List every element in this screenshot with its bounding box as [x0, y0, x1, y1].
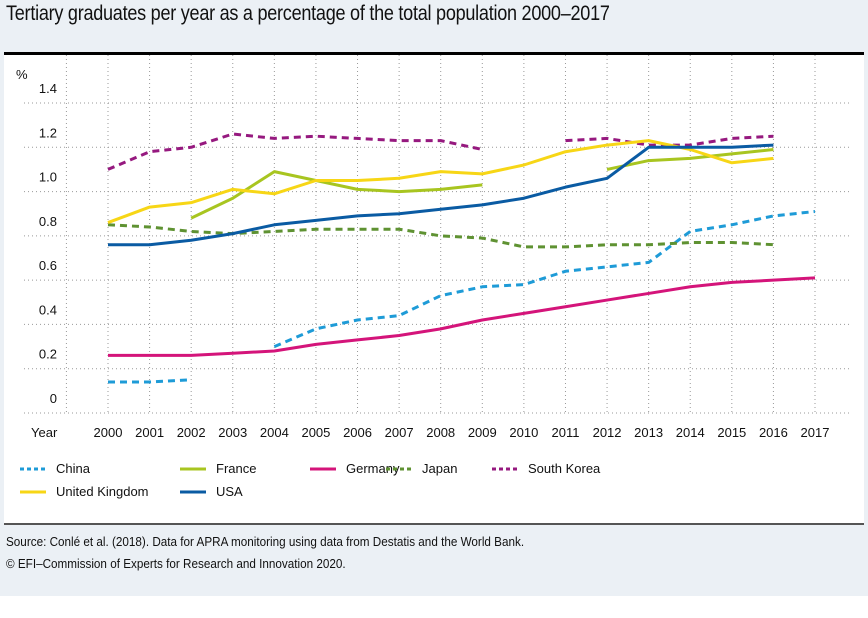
line-chart: 0 0.2 0.4 0.6 0.8 1.0 1.2 1.4% Year 2000 2001 2002 2… — [16, 55, 849, 440]
x-tick-label: 2010 — [509, 425, 538, 440]
x-tick-label: 2011 — [551, 425, 579, 440]
x-tick-label: 2002 — [177, 425, 206, 440]
legend-item: South Korea — [490, 461, 600, 476]
y-tick-label: 0.8 — [39, 214, 57, 229]
source-note: Source: Conlé et al. (2018). Data for AP… — [6, 531, 524, 575]
x-tick-label: 2017 — [801, 425, 830, 440]
figure-panel: Tertiary graduates per year as a percent… — [0, 0, 868, 596]
legend-swatch — [492, 467, 518, 470]
series-france-line — [190, 170, 483, 220]
x-tick-label: 2012 — [593, 425, 622, 440]
x-tick-label: 2006 — [343, 425, 372, 440]
series-south-korea-line — [565, 134, 774, 147]
legend-item: Germany — [308, 461, 399, 476]
y-tick-label: 0 — [50, 391, 57, 406]
legend-label: Japan — [422, 461, 458, 476]
series-germany-line — [108, 276, 816, 357]
legend-label: Germany — [346, 461, 400, 476]
x-tick-label: 2001 — [135, 425, 164, 440]
legend-label: China — [56, 461, 90, 476]
series-china-line — [108, 378, 192, 384]
x-tick-label: 2004 — [260, 425, 289, 440]
x-tick-label: 2003 — [218, 425, 247, 440]
series-china-line — [273, 210, 816, 348]
legend-swatch — [180, 490, 206, 493]
y-tick-label: 1.0 — [39, 170, 57, 185]
legend-item: Japan — [384, 461, 457, 476]
legend-item: United Kingdom — [18, 484, 149, 499]
x-tick-label: 2016 — [759, 425, 788, 440]
y-tick-label: 1.2 — [39, 125, 57, 140]
legend-swatch — [180, 467, 206, 470]
x-tick-label: 2000 — [94, 425, 123, 440]
chart-area: 0 0.2 0.4 0.6 0.8 1.0 1.2 1.4% Year 2000 2001 2002 2… — [4, 52, 864, 525]
legend-item: France — [178, 461, 256, 476]
x-tick-label: 2015 — [717, 425, 746, 440]
legend-swatch — [310, 467, 336, 470]
legend-item: China — [18, 461, 90, 476]
y-axis-unit: % — [16, 67, 28, 82]
legend-label: France — [216, 461, 257, 476]
x-tick-label: 2008 — [426, 425, 455, 440]
legend-label: United Kingdom — [56, 484, 149, 499]
legend-label: USA — [216, 484, 243, 499]
y-tick-label: 0.2 — [39, 347, 57, 362]
series-south-korea-line — [107, 132, 483, 171]
y-tick-label: 1.4 — [39, 81, 57, 96]
copyright-line: © EFI–Commission of Experts for Research… — [6, 556, 346, 571]
legend-swatch — [20, 467, 46, 470]
y-tick-label: 0.4 — [39, 302, 57, 317]
x-tick-label: 2014 — [676, 425, 705, 440]
y-tick-label: 0.6 — [39, 258, 57, 273]
x-tick-label: 2005 — [301, 425, 330, 440]
legend-item: USA — [178, 484, 243, 499]
legend-label: South Korea — [528, 461, 601, 476]
legend-swatch — [386, 467, 412, 470]
x-axis-label: Year — [31, 425, 58, 440]
x-tick-label: 2013 — [634, 425, 663, 440]
legend-swatch — [20, 490, 46, 493]
source-line: Source: Conlé et al. (2018). Data for AP… — [6, 534, 525, 549]
chart-title: Tertiary graduates per year as a percent… — [6, 2, 610, 25]
series-japan-line — [107, 223, 774, 249]
x-tick-label: 2009 — [468, 425, 497, 440]
x-tick-label: 2007 — [385, 425, 414, 440]
